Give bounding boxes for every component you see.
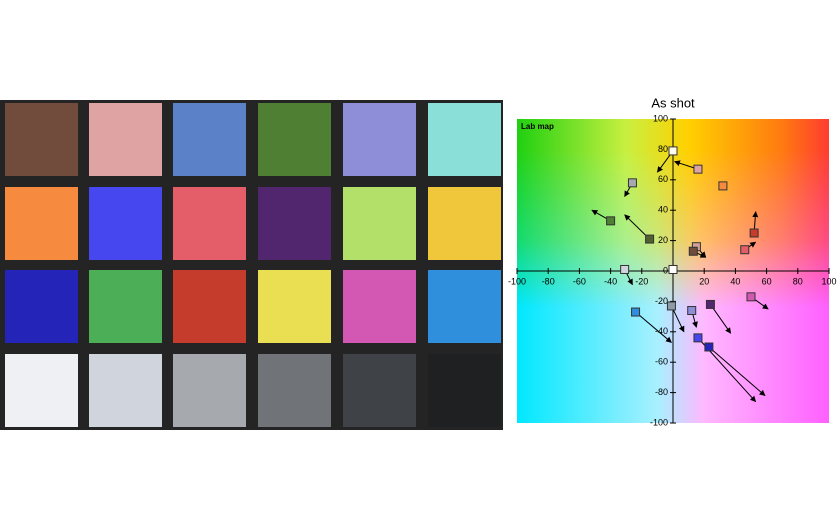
- shift-arrow: [710, 304, 732, 334]
- swatch: [89, 270, 162, 343]
- y-tick-label: 100: [653, 113, 668, 123]
- swatch: [173, 270, 246, 343]
- swatch: [343, 103, 416, 176]
- swatch: [5, 354, 78, 427]
- swatch: [428, 187, 501, 260]
- swatch: [343, 187, 416, 260]
- swatch: [258, 270, 331, 343]
- checker-frame: [0, 100, 503, 430]
- x-tick-label: 20: [699, 276, 709, 286]
- point: [666, 301, 676, 311]
- y-tick-label: -100: [650, 417, 668, 427]
- swatch: [89, 354, 162, 427]
- swatch: [5, 270, 78, 343]
- y-tick-label: 0: [663, 265, 668, 275]
- x-tick-label: -60: [573, 276, 586, 286]
- x-tick-label: 40: [730, 276, 740, 286]
- point: [627, 178, 637, 188]
- swatch: [258, 187, 331, 260]
- point: [705, 299, 715, 309]
- point: [620, 264, 630, 274]
- y-tick-label: 40: [658, 205, 668, 215]
- point: [645, 234, 655, 244]
- x-tick-label: -100: [508, 276, 526, 286]
- y-tick-label: -20: [655, 296, 668, 306]
- point: [718, 181, 728, 191]
- x-tick-label: 80: [793, 276, 803, 286]
- swatch: [258, 103, 331, 176]
- swatch: [173, 103, 246, 176]
- chart-title: As shot: [651, 95, 695, 110]
- swatch: [5, 187, 78, 260]
- swatch: [428, 354, 501, 427]
- swatch: [173, 187, 246, 260]
- point: [704, 342, 714, 352]
- shift-arrow: [635, 311, 672, 343]
- shift-arrow: [708, 346, 766, 397]
- x-tick-label: 100: [821, 276, 836, 286]
- swatch: [343, 270, 416, 343]
- x-tick-label: 60: [762, 276, 772, 286]
- point: [687, 306, 697, 316]
- point: [688, 246, 698, 256]
- y-tick-label: -60: [655, 357, 668, 367]
- x-tick-label: -20: [635, 276, 648, 286]
- swatch: [428, 103, 501, 176]
- point: [631, 307, 641, 317]
- swatch: [258, 354, 331, 427]
- y-tick-label: 20: [658, 235, 668, 245]
- point: [746, 292, 756, 302]
- y-tick-label: -40: [655, 326, 668, 336]
- swatch: [428, 270, 501, 343]
- swatch: [5, 103, 78, 176]
- point: [668, 146, 678, 156]
- point: [693, 333, 703, 343]
- y-tick-label: 60: [658, 174, 668, 184]
- x-tick-label: -40: [604, 276, 617, 286]
- point: [668, 264, 678, 274]
- point: [693, 164, 703, 174]
- swatch: [89, 187, 162, 260]
- x-tick-label: -80: [542, 276, 555, 286]
- point: [606, 216, 616, 226]
- point: [749, 228, 759, 238]
- swatch: [89, 103, 162, 176]
- map-label: Lab map: [521, 122, 554, 131]
- swatch: [173, 354, 246, 427]
- y-tick-label: 80: [658, 144, 668, 154]
- y-tick-label: -80: [655, 387, 668, 397]
- swatch: [343, 354, 416, 427]
- point: [740, 245, 750, 255]
